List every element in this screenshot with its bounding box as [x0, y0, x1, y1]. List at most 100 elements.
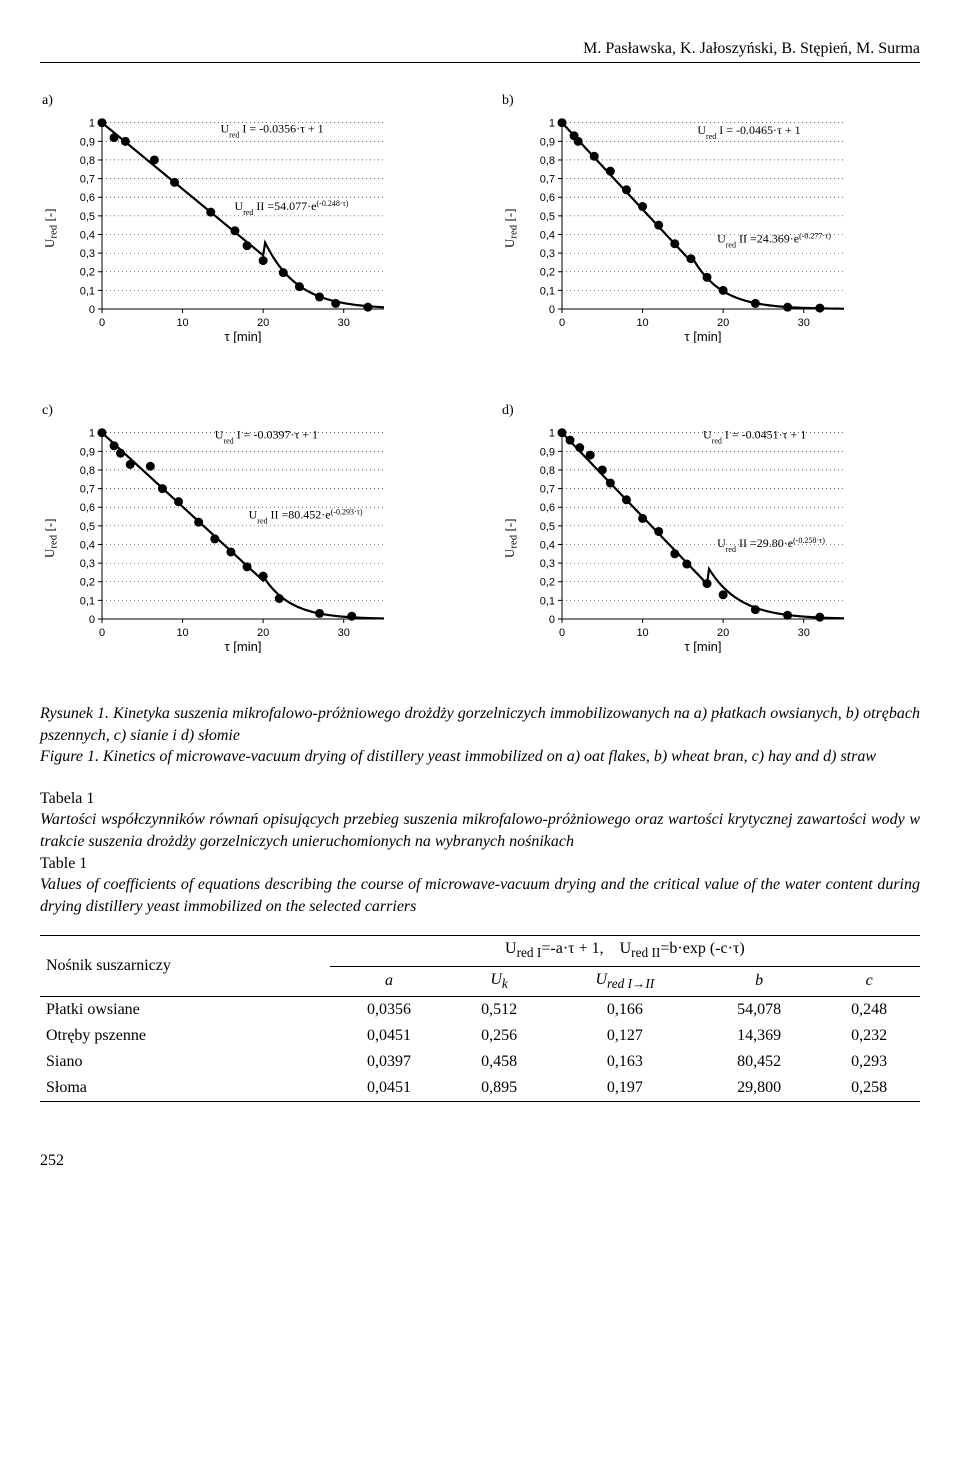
- cell: 0,163: [550, 1049, 700, 1075]
- table-en-text: Values of coefficients of equations desc…: [40, 874, 920, 917]
- caption-en-label: Figure 1.: [40, 748, 99, 765]
- cell: 0,127: [550, 1023, 700, 1049]
- caption-pl-text: Kinetyka suszenia mikrofalowo-próżnioweg…: [40, 705, 920, 744]
- svg-text:10: 10: [636, 317, 648, 329]
- svg-text:20: 20: [717, 627, 729, 639]
- svg-text:0,2: 0,2: [539, 577, 554, 589]
- caption-pl-label: Rysunek 1.: [40, 705, 109, 722]
- svg-text:0: 0: [99, 317, 105, 329]
- table-row: Słoma0,04510,8950,19729,8000,258: [40, 1075, 920, 1102]
- svg-text:1: 1: [88, 118, 94, 130]
- row-header: Nośnik suszarniczy: [40, 936, 330, 996]
- chart-c: 00,10,20,30,40,50,60,70,80,910102030Ured…: [60, 423, 390, 653]
- table-row: Otręby pszenne0,04510,2560,12714,3690,23…: [40, 1023, 920, 1049]
- svg-text:τ [min]: τ [min]: [684, 329, 721, 343]
- col-a: a: [330, 966, 449, 996]
- table-row: Siano0,03970,4580,16380,4520,293: [40, 1049, 920, 1075]
- svg-text:30: 30: [797, 627, 809, 639]
- page-header: M. Pasławska, K. Jałoszyński, B. Stępień…: [40, 40, 920, 63]
- col-c: c: [818, 966, 920, 996]
- row-label: Otręby pszenne: [40, 1023, 330, 1049]
- cell: 0,258: [818, 1075, 920, 1102]
- col-b: b: [700, 966, 819, 996]
- chart-b: 00,10,20,30,40,50,60,70,80,910102030Ured…: [520, 113, 850, 343]
- cell: 0,248: [818, 996, 920, 1023]
- svg-text:1: 1: [548, 118, 554, 130]
- svg-text:0,1: 0,1: [79, 285, 94, 297]
- svg-text:0,5: 0,5: [79, 211, 94, 223]
- authors: M. Pasławska, K. Jałoszyński, B. Stępień…: [583, 40, 920, 57]
- table-caption: Tabela 1 Wartości współczynników równań …: [40, 788, 920, 918]
- svg-text:0,4: 0,4: [79, 539, 94, 551]
- cell: 0,895: [448, 1075, 550, 1102]
- cell: 0,0451: [330, 1023, 449, 1049]
- svg-text:0,7: 0,7: [539, 484, 554, 496]
- svg-text:10: 10: [636, 627, 648, 639]
- svg-text:1: 1: [548, 428, 554, 440]
- svg-text:0,3: 0,3: [539, 558, 554, 570]
- svg-text:0,8: 0,8: [79, 465, 94, 477]
- coefficients-table: Nośnik suszarniczy Ured I=-a·τ + 1, Ured…: [40, 935, 920, 1101]
- svg-text:20: 20: [257, 627, 269, 639]
- svg-text:0: 0: [548, 304, 554, 316]
- svg-text:0,7: 0,7: [79, 484, 94, 496]
- svg-text:0,3: 0,3: [79, 558, 94, 570]
- cell: 0,256: [448, 1023, 550, 1049]
- svg-text:0,4: 0,4: [539, 229, 554, 241]
- y-axis-label: Ured [-]: [500, 423, 520, 653]
- svg-text:0,9: 0,9: [79, 446, 94, 458]
- svg-text:0,1: 0,1: [79, 595, 94, 607]
- cell: 80,452: [700, 1049, 819, 1075]
- svg-text:10: 10: [176, 627, 188, 639]
- svg-text:0,2: 0,2: [539, 267, 554, 279]
- y-axis-label: Ured [-]: [40, 423, 60, 653]
- svg-text:0,1: 0,1: [539, 595, 554, 607]
- svg-text:0,3: 0,3: [539, 248, 554, 260]
- cell: 0,0356: [330, 996, 449, 1023]
- row-label: Słoma: [40, 1075, 330, 1102]
- svg-text:0,8: 0,8: [539, 465, 554, 477]
- svg-text:0,2: 0,2: [79, 267, 94, 279]
- col-Uk: Uk: [448, 966, 550, 996]
- chart-cell-a: a)Ured [-]00,10,20,30,40,50,60,70,80,910…: [40, 93, 460, 343]
- panel-label: a): [40, 93, 460, 109]
- cell: 29,800: [700, 1075, 819, 1102]
- col-Ured I→II: Ured I→II: [550, 966, 700, 996]
- svg-text:0,5: 0,5: [79, 521, 94, 533]
- svg-text:τ [min]: τ [min]: [684, 639, 721, 653]
- cell: 0,232: [818, 1023, 920, 1049]
- svg-text:0,5: 0,5: [539, 521, 554, 533]
- chart-cell-b: b)Ured [-]00,10,20,30,40,50,60,70,80,910…: [500, 93, 920, 343]
- svg-text:0,6: 0,6: [79, 502, 94, 514]
- svg-text:0,7: 0,7: [539, 174, 554, 186]
- svg-text:0,4: 0,4: [539, 539, 554, 551]
- svg-text:30: 30: [337, 627, 349, 639]
- cell: 0,512: [448, 996, 550, 1023]
- svg-text:0: 0: [88, 304, 94, 316]
- chart-cell-d: d)Ured [-]00,10,20,30,40,50,60,70,80,910…: [500, 403, 920, 653]
- table-row: Płatki owsiane0,03560,5120,16654,0780,24…: [40, 996, 920, 1023]
- cell: 0,458: [448, 1049, 550, 1075]
- table-pl-text: Wartości współczynników równań opisujący…: [40, 809, 920, 852]
- svg-text:0,2: 0,2: [79, 577, 94, 589]
- svg-text:0,9: 0,9: [539, 446, 554, 458]
- svg-text:0: 0: [88, 614, 94, 626]
- chart-d: 00,10,20,30,40,50,60,70,80,910102030Ured…: [520, 423, 850, 653]
- svg-text:τ [min]: τ [min]: [224, 329, 261, 343]
- svg-text:0,6: 0,6: [539, 192, 554, 204]
- cell: 0,197: [550, 1075, 700, 1102]
- svg-text:10: 10: [176, 317, 188, 329]
- svg-text:0,1: 0,1: [539, 285, 554, 297]
- figure-caption: Rysunek 1. Kinetyka suszenia mikrofalowo…: [40, 703, 920, 768]
- svg-text:0,8: 0,8: [79, 155, 94, 167]
- cell: 54,078: [700, 996, 819, 1023]
- table-pl-label: Tabela 1: [40, 788, 920, 810]
- svg-text:0,8: 0,8: [539, 155, 554, 167]
- charts-grid: a)Ured [-]00,10,20,30,40,50,60,70,80,910…: [40, 93, 920, 653]
- chart-cell-c: c)Ured [-]00,10,20,30,40,50,60,70,80,910…: [40, 403, 460, 653]
- svg-text:0: 0: [548, 614, 554, 626]
- caption-en-text: Kinetics of microwave-vacuum drying of d…: [99, 748, 876, 765]
- svg-text:τ [min]: τ [min]: [224, 639, 261, 653]
- svg-text:20: 20: [717, 317, 729, 329]
- svg-text:0: 0: [99, 627, 105, 639]
